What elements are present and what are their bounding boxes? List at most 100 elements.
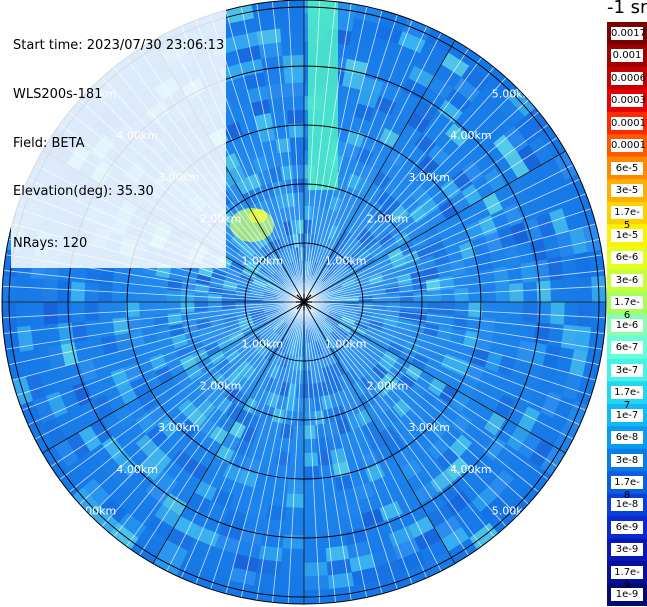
range-gate	[449, 259, 467, 276]
range-gate	[257, 198, 272, 215]
ray-line	[195, 305, 303, 585]
ray-line	[90, 304, 302, 516]
range-gate	[239, 320, 255, 332]
range-gate	[141, 328, 159, 345]
range-gate	[33, 395, 56, 424]
range-gate	[118, 348, 137, 368]
range-gate	[379, 82, 403, 103]
range-gate	[413, 481, 438, 505]
range-gate	[265, 83, 287, 100]
range-gate	[471, 236, 490, 256]
range-gate	[247, 257, 262, 271]
range-gate	[510, 222, 530, 246]
colorbar-tick-label: 6e-8	[611, 431, 643, 444]
range-gate	[428, 238, 446, 256]
range-gate	[523, 217, 543, 242]
range-ring-label: 4.00km	[450, 129, 492, 142]
range-gate	[149, 353, 168, 372]
range-gate	[219, 521, 244, 541]
range-gate	[180, 302, 195, 313]
colorbar-tick-label: 0.001	[611, 49, 643, 63]
colorbar-tick-label: 1.7e-6	[611, 296, 643, 321]
range-gate	[374, 396, 393, 415]
range-gate	[441, 52, 470, 78]
range-gate	[451, 412, 473, 435]
colorbar-tick-label: 1.7e-5	[611, 206, 643, 231]
range-gate	[146, 515, 174, 540]
range-gate	[362, 234, 378, 250]
ray-line	[307, 303, 558, 467]
range-gate	[56, 280, 72, 302]
range-gate	[323, 408, 336, 424]
range-gate	[451, 169, 473, 192]
ray-line	[240, 6, 304, 299]
range-ring-label: 5.00km	[75, 505, 117, 518]
range-gate	[569, 227, 588, 255]
range-gate	[517, 406, 541, 433]
ray-line	[304, 305, 383, 594]
range-gate	[408, 65, 435, 89]
range-gate	[230, 234, 246, 250]
range-gate	[515, 381, 537, 407]
range-gate	[43, 302, 58, 325]
range-gate	[502, 245, 521, 267]
ray-line	[3, 302, 301, 334]
range-gate	[295, 205, 304, 220]
range-gate	[274, 237, 286, 253]
azimuth-spoke	[303, 40, 456, 303]
range-gate	[471, 348, 490, 368]
range-gate	[341, 278, 356, 288]
ray-line	[304, 305, 398, 590]
colorbar-tick-label: 1e-9	[611, 588, 643, 602]
ray-line	[307, 302, 600, 366]
range-gate	[450, 391, 471, 413]
ray-line	[306, 77, 507, 300]
range-gate	[427, 290, 442, 302]
ray-line	[113, 304, 302, 537]
ray-line	[307, 303, 581, 426]
colorbar-tick-label: 0.0003	[611, 94, 646, 108]
range-gate	[232, 553, 259, 573]
range-gate	[369, 108, 392, 128]
range-gate	[125, 302, 140, 318]
range-gate	[398, 372, 417, 391]
colorbar-tick-label: 3e-8	[611, 453, 643, 467]
range-gate	[236, 284, 251, 293]
range-gate	[98, 284, 113, 302]
range-gate	[166, 527, 194, 551]
range-gate	[399, 292, 414, 302]
range-gate	[162, 493, 188, 516]
range-gate	[360, 508, 384, 528]
range-gate	[498, 98, 525, 126]
range-gate	[78, 425, 102, 452]
range-gate	[506, 178, 528, 204]
range-gate	[549, 208, 570, 235]
range-gate	[480, 496, 508, 523]
station-id-text: WLS200s-181	[13, 87, 103, 102]
range-gate	[344, 58, 368, 77]
range-gate	[313, 234, 322, 249]
range-gate	[149, 384, 170, 405]
range-gate	[377, 231, 394, 247]
range-gate	[517, 144, 542, 172]
ray-line	[303, 0, 321, 299]
range-gate	[406, 111, 430, 134]
range-gate	[216, 379, 234, 397]
range-gate	[400, 459, 423, 481]
range-gate	[536, 212, 556, 239]
range-gate	[148, 447, 172, 471]
range-gate	[135, 434, 159, 458]
range-gate	[339, 500, 361, 519]
range-gate	[427, 504, 454, 528]
range-gate	[379, 501, 403, 522]
ray-line	[304, 3, 352, 299]
ray-line	[126, 305, 302, 547]
ray-line	[307, 164, 574, 301]
range-gate	[529, 342, 548, 366]
colorbar-tick-label: 6e-9	[611, 520, 643, 534]
ray-line	[305, 25, 428, 299]
range-gate	[408, 515, 435, 539]
range-gate	[528, 136, 554, 165]
range-ring-label: 2.00km	[367, 213, 409, 226]
range-gate	[342, 253, 357, 267]
